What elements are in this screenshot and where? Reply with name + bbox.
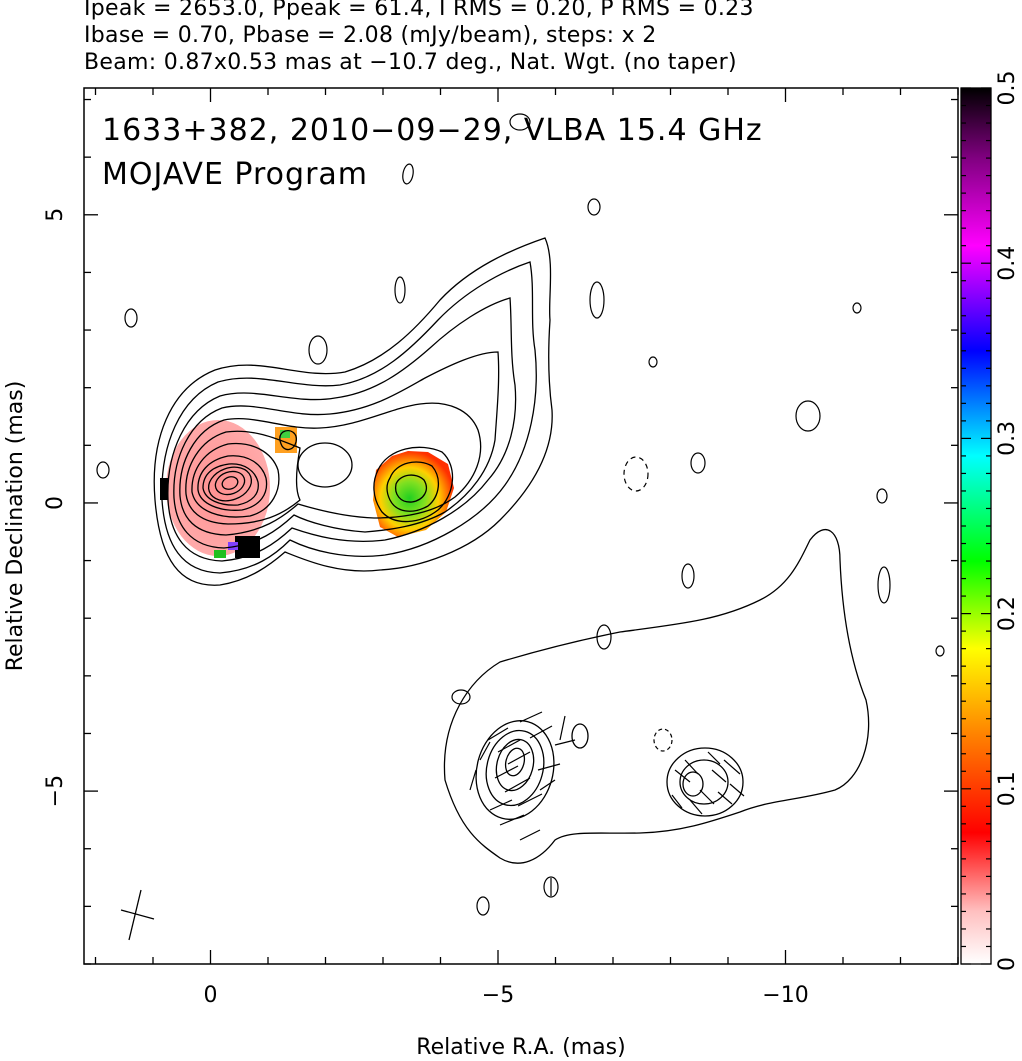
lobe-a-contour-1 xyxy=(475,720,555,820)
contour-level-1 xyxy=(153,237,553,586)
small-fracpol-patch-green xyxy=(280,430,290,438)
noise-contours xyxy=(96,113,945,916)
colorbar-tick-label: 0.4 xyxy=(995,246,1020,281)
contour-knot-mid xyxy=(386,461,439,512)
colorbar-tick-label: 0.3 xyxy=(995,421,1020,456)
colorbar-tick-label: 0.5 xyxy=(995,71,1020,106)
core-edge-pixels-se xyxy=(235,536,260,558)
contour-hole xyxy=(297,442,353,488)
y-axis-label: Relative Declination (mas) xyxy=(3,381,28,672)
map-subtitle: MOJAVE Program xyxy=(102,157,368,192)
y-tick-label: −5 xyxy=(43,775,68,807)
intensity-contours xyxy=(153,237,553,586)
header-line-2: Ibase = 0.70, Pbase = 2.08 (mJy/beam), s… xyxy=(84,23,657,48)
contour-level-3 xyxy=(167,297,517,562)
contour-level-6 xyxy=(185,430,301,525)
x-tick-label: −10 xyxy=(762,983,808,1008)
contour-level-10 xyxy=(207,466,253,502)
contour-level-4 xyxy=(173,351,500,549)
header-line-3: Beam: 0.87x0.53 mas at −10.7 deg., Nat. … xyxy=(84,50,737,75)
contour-level-8 xyxy=(197,455,268,511)
lobe-a-contour-4 xyxy=(504,747,526,777)
map-title: 1633+382, 2010−09−29, VLBA 15.4 GHz xyxy=(102,113,763,148)
y-tick-label: 0 xyxy=(43,496,68,510)
lobe-side-blob xyxy=(571,723,589,749)
axis-tick-labels: 0 −5 −10 5 0 −5 xyxy=(43,208,809,1008)
contour-level-12 xyxy=(221,476,239,490)
lobe-b-contour-1 xyxy=(666,747,744,817)
core-fracpol-region xyxy=(166,420,270,556)
colorbar-tick-label: 0.2 xyxy=(995,596,1020,631)
contour-level-11 xyxy=(214,470,246,496)
x-tick-label: −5 xyxy=(482,983,514,1008)
contour-small-blob xyxy=(279,429,297,451)
axis-ticks xyxy=(84,88,959,965)
lobe-a-contour-2 xyxy=(485,729,545,807)
beam-marker xyxy=(120,889,155,941)
plot-frame xyxy=(83,87,959,965)
contour-level-9 xyxy=(202,463,259,506)
core-edge-pixels xyxy=(160,478,168,500)
colorbar: 0 0.1 0.2 0.3 0.4 0.5 xyxy=(960,71,1020,972)
colorbar-tick-labels: 0 0.1 0.2 0.3 0.4 0.5 xyxy=(995,71,1020,972)
contour-knot-inner xyxy=(394,474,427,503)
core-edge-pixels-blue xyxy=(228,542,238,550)
lobe-contours xyxy=(443,528,870,864)
lobe-outer-contour xyxy=(443,528,870,864)
contour-knot-outer xyxy=(373,446,454,523)
lobe-b-contour-3 xyxy=(682,771,704,797)
contour-level-7 xyxy=(191,442,280,518)
polarization-vectors xyxy=(469,711,745,841)
colorbar-ticks xyxy=(961,87,991,965)
contour-level-2 xyxy=(161,261,537,574)
plot-area: 0 −5 −10 5 0 −5 1633+382, 2010−09−29, VLBA 15… xyxy=(43,87,959,1008)
y-tick-label: 5 xyxy=(43,208,68,222)
core-edge-pixels-green xyxy=(214,550,226,558)
x-tick-label: 0 xyxy=(204,983,218,1008)
header-line-1: Ipeak = 2653.0, Ppeak = 61.4, I RMS = 0.… xyxy=(84,0,754,21)
contour-level-5 xyxy=(179,402,482,536)
colorbar-tick-label: 0.1 xyxy=(995,771,1020,806)
colorbar-tick-label: 0 xyxy=(995,957,1020,971)
x-axis-label: Relative R.A. (mas) xyxy=(416,1035,625,1060)
lobe-b-contour-2 xyxy=(679,759,729,805)
